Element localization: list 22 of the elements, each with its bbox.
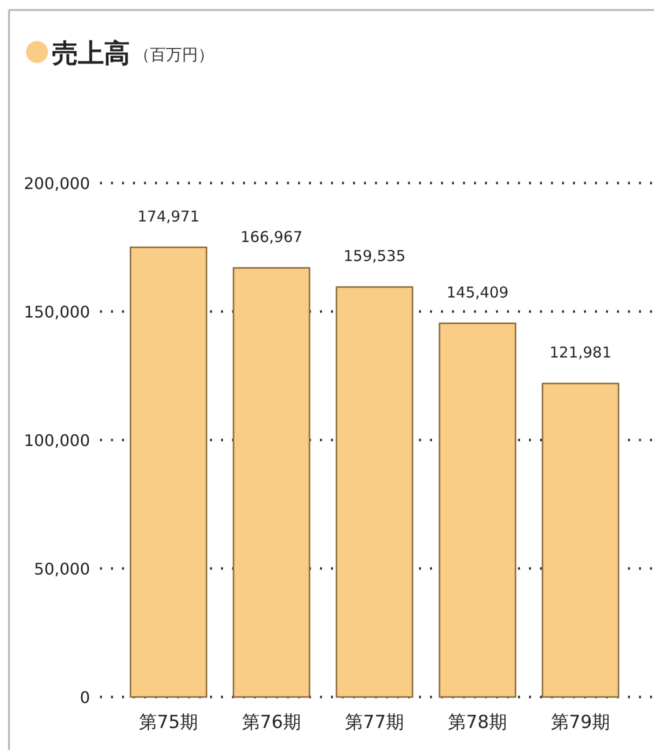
bar [542, 382, 620, 698]
data-label: 121,981 [549, 344, 612, 362]
data-label: 174,971 [137, 207, 200, 226]
bar [130, 246, 208, 698]
y-tick-label: 0 [80, 688, 90, 707]
bar [336, 286, 414, 698]
x-tick-label: 第79期 [551, 712, 610, 733]
data-label: 166,967 [240, 228, 303, 246]
bar [232, 267, 310, 698]
y-tick-label: 200,000 [24, 174, 90, 193]
x-tick-label: 第77期 [345, 712, 404, 733]
y-tick-label: 150,000 [24, 302, 90, 322]
y-tick-label: 50,000 [34, 560, 90, 578]
bar [438, 322, 516, 698]
data-label: 159,535 [343, 246, 406, 265]
x-tick-label: 第78期 [448, 712, 507, 733]
subtitle: （百万円） [134, 45, 214, 64]
x-tick-label: 第75期 [139, 712, 198, 733]
x-tick-label: 第76期 [242, 712, 301, 733]
y-tick-label: 100,000 [24, 431, 90, 450]
data-label: 145,409 [446, 283, 509, 302]
title: 売上高 [52, 39, 130, 69]
